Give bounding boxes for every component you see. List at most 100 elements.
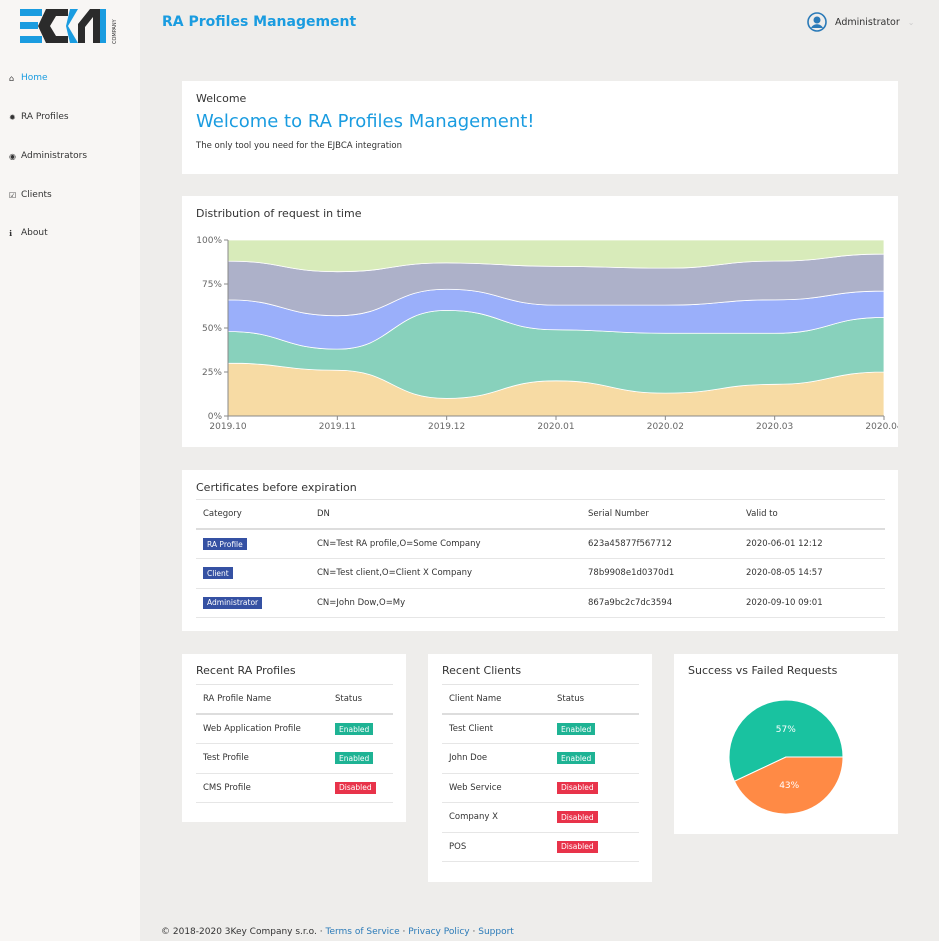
sidebar: COMPANY ⌂ Home ✹ RA Profiles ◉ Administrato… — [0, 0, 140, 941]
table-row: Test Profile Enabled — [196, 743, 393, 774]
valid-cell: 2020-06-01 12:12 — [739, 529, 885, 559]
support-link[interactable]: Support — [478, 927, 514, 937]
footer: © 2018-2020 3Key Company s.r.o. · Terms … — [161, 927, 514, 937]
x-tick-label: 2019.10 — [209, 422, 246, 432]
table-row: Web Service Disabled — [442, 773, 639, 803]
sidebar-item-about[interactable]: ℹ About — [9, 228, 48, 238]
gear-icon: ✹ — [9, 112, 16, 122]
checkbox-icon: ☑ — [9, 190, 17, 200]
sidebar-item-clients[interactable]: ☑ Clients — [9, 190, 52, 200]
dn-cell: CN=Test RA profile,O=Some Company — [310, 529, 581, 559]
col-status: Status — [328, 684, 393, 715]
status-badge: Disabled — [557, 781, 598, 794]
terms-link[interactable]: Terms of Service — [325, 927, 400, 937]
table-row: Web Application Profile Enabled — [196, 714, 393, 744]
table-row: POS Disabled — [442, 832, 639, 862]
user-circle-icon — [807, 12, 827, 32]
col-status: Status — [550, 684, 639, 715]
pie-slice-failed — [733, 756, 844, 815]
status-badge: Enabled — [557, 752, 596, 765]
y-tick-label: 100% — [196, 236, 222, 246]
table-row: Administrator CN=John Dow,O=My 867a9bc2c… — [196, 588, 885, 618]
status-badge: Enabled — [335, 723, 374, 735]
table-row: Test Client Enabled — [442, 714, 639, 744]
col-serial: Serial Number — [581, 499, 739, 530]
status-cell: Disabled — [550, 802, 639, 833]
info-icon: ℹ — [9, 228, 13, 238]
pie-chart: 57% 43% — [728, 699, 844, 815]
status-badge: Enabled — [557, 723, 596, 735]
name-cell: Web Service — [442, 773, 550, 803]
recent-clients-table: Client Name Status Test Client Enabled Jo… — [442, 684, 639, 862]
dn-cell: CN=John Dow,O=My — [310, 588, 581, 618]
serial-cell: 867a9bc2c7dc3594 — [581, 588, 739, 618]
name-cell: Test Client — [442, 714, 550, 744]
stacked-area-chart: 0% 25% 50% 75% 100% 2019.10 2019.11 2019.12 2020… — [196, 236, 898, 432]
certificates-card: Certificates before expiration Category … — [182, 470, 898, 631]
status-cell: Disabled — [550, 773, 639, 803]
area-series-5 — [227, 239, 885, 273]
y-tick-label: 50% — [202, 324, 222, 334]
table-row: Company X Disabled — [442, 802, 639, 833]
home-icon: ⌂ — [9, 73, 15, 83]
recent-clients-title: Recent Clients — [442, 664, 522, 677]
category-cell: RA Profile — [196, 529, 310, 559]
recent-clients-card: Recent Clients Client Name Status Test Cl… — [428, 654, 652, 882]
pie-title: Success vs Failed Requests — [688, 664, 838, 677]
user-name: Administrator — [835, 16, 900, 28]
sidebar-item-home[interactable]: ⌂ Home — [9, 73, 48, 83]
serial-cell: 623a45877f567712 — [581, 529, 739, 559]
name-cell: POS — [442, 832, 550, 862]
sidebar-item-administrators[interactable]: ◉ Administrators — [9, 151, 88, 161]
name-cell: Company X — [442, 802, 550, 833]
requests-pie-card: Success vs Failed Requests 57% 43% — [674, 654, 898, 834]
privacy-link[interactable]: Privacy Policy — [408, 927, 470, 937]
valid-cell: 2020-09-10 09:01 — [739, 588, 885, 618]
valid-cell: 2020-08-05 14:57 — [739, 558, 885, 589]
pie-label-success: 57% — [776, 725, 796, 735]
y-tick-label: 0% — [208, 412, 223, 422]
y-tick-label: 25% — [202, 368, 222, 378]
distribution-chart-card: Distribution of request in time 0% 25% 50%… — [182, 196, 898, 447]
svg-text:COMPANY: COMPANY — [112, 18, 118, 44]
x-tick-label: 2019.12 — [428, 422, 465, 432]
status-badge: Disabled — [557, 840, 598, 853]
col-dn: DN — [310, 499, 581, 530]
status-badge: Disabled — [557, 811, 598, 824]
table-row: CMS Profile Disabled — [196, 773, 393, 803]
certificates-title: Certificates before expiration — [196, 481, 357, 494]
category-badge: Client — [203, 567, 233, 580]
status-cell: Disabled — [550, 832, 639, 862]
app-title: RA Profiles Management — [162, 14, 357, 30]
dn-cell: CN=Test client,O=Client X Company — [310, 558, 581, 589]
name-cell: Web Application Profile — [196, 714, 328, 744]
welcome-heading: Welcome to RA Profiles Management! — [196, 111, 535, 132]
x-tick-label: 2020.02 — [647, 422, 684, 432]
name-cell: John Doe — [442, 743, 550, 774]
col-valid: Valid to — [739, 499, 885, 530]
name-cell: CMS Profile — [196, 773, 328, 803]
status-cell: Enabled — [328, 743, 393, 774]
user-menu[interactable]: Administrator ⌄ — [807, 12, 914, 32]
company-logo: COMPANY — [20, 9, 118, 44]
serial-cell: 78b9908e1d0370d1 — [581, 558, 739, 589]
category-cell: Client — [196, 558, 310, 589]
user-circle-icon: ◉ — [9, 151, 16, 161]
certificates-table: Category DN Serial Number Valid to RA Pr… — [196, 499, 885, 618]
col-profile-name: RA Profile Name — [196, 684, 328, 715]
pie-label-failed: 43% — [779, 781, 799, 791]
table-row: John Doe Enabled — [442, 743, 639, 774]
status-cell: Enabled — [328, 714, 393, 744]
category-badge: Administrator — [203, 596, 263, 609]
sidebar-item-ra-profiles[interactable]: ✹ RA Profiles — [9, 112, 69, 122]
x-tick-label: 2020.04 — [865, 422, 898, 432]
status-cell: Disabled — [328, 773, 393, 803]
category-cell: Administrator — [196, 588, 310, 618]
y-tick-label: 75% — [202, 280, 222, 290]
x-tick-label: 2020.01 — [537, 422, 574, 432]
status-cell: Enabled — [550, 743, 639, 774]
table-row: Client CN=Test client,O=Client X Company… — [196, 558, 885, 589]
col-category: Category — [196, 499, 310, 530]
category-badge: RA Profile — [203, 538, 247, 550]
separator: · — [472, 927, 476, 937]
